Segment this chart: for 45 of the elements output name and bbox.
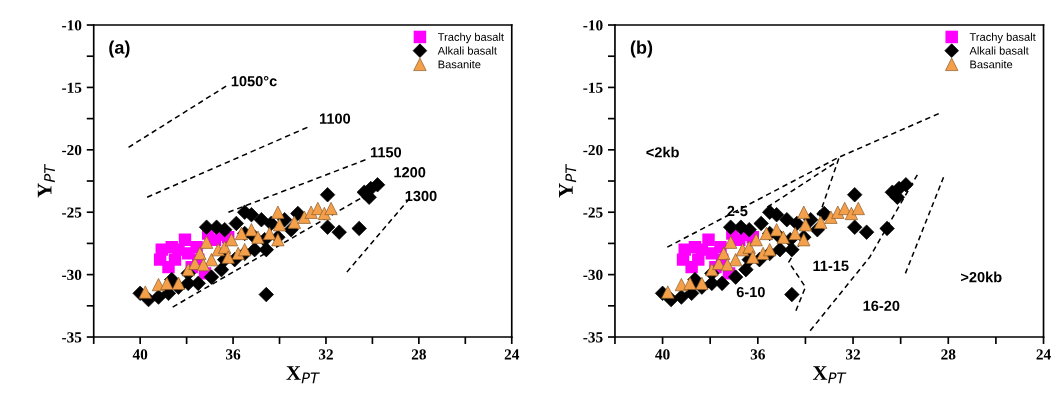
y-tick-label: -20 — [62, 144, 82, 156]
text: (b) — [630, 40, 653, 58]
annotation: 11-15 — [813, 260, 849, 272]
y-tick-label: -10 — [583, 20, 603, 31]
annotation: 1150 — [370, 147, 402, 158]
legend-label: Alkali basalt — [969, 46, 1029, 55]
x-tick-label: 36 — [750, 349, 765, 360]
legend-label: Trachy basalt — [969, 32, 1036, 44]
legend-label: Alkali basalt — [437, 46, 497, 55]
y-axis-title: Y$_{PT}$ — [559, 163, 577, 198]
y-tick-label: -20 — [583, 144, 603, 156]
y-tick-label: -25 — [62, 207, 82, 218]
x-tick-label: 32 — [845, 349, 861, 360]
x-tick-label: 28 — [411, 349, 426, 360]
legend-label: Trachy basalt — [437, 32, 504, 44]
annotation: 1300 — [405, 190, 437, 202]
x-tick-label: 24 — [1036, 349, 1051, 360]
text: (a) — [109, 40, 130, 58]
annotation: 1100 — [319, 113, 351, 124]
x-axis-title: X$_{PT}$ — [812, 366, 847, 384]
y-tick-label: -30 — [62, 269, 82, 281]
annotation: 2-5 — [727, 205, 748, 217]
y-tick-label: -30 — [583, 269, 603, 281]
annotation: 1050°c — [231, 76, 277, 87]
x-tick-label: 28 — [941, 349, 956, 360]
y-tick-label: -35 — [583, 332, 603, 343]
y-tick-label: -35 — [62, 332, 82, 343]
y-tick-label: -15 — [583, 82, 603, 93]
x-axis-title: X$_{PT}$ — [286, 366, 320, 384]
x-tick-label: 32 — [318, 349, 333, 360]
annotation: >20kb — [960, 271, 1002, 283]
annotation: <2kb — [646, 146, 679, 158]
annotation: 6-10 — [736, 286, 765, 298]
x-tick-label: 40 — [132, 349, 148, 360]
y-tick-label: -10 — [62, 20, 82, 31]
legend-label: Basanite — [970, 60, 1013, 69]
annotation: 1200 — [394, 167, 426, 178]
x-tick-label: 36 — [226, 349, 241, 360]
y-tick-label: -15 — [62, 82, 82, 93]
annotation: 16-20 — [863, 300, 900, 311]
legend-label: Basanite — [438, 60, 481, 69]
y-tick-label: -25 — [583, 207, 603, 218]
x-tick-label: 24 — [504, 349, 520, 360]
y-axis-title: Y$_{PT}$ — [37, 163, 55, 198]
x-tick-label: 40 — [655, 349, 670, 360]
